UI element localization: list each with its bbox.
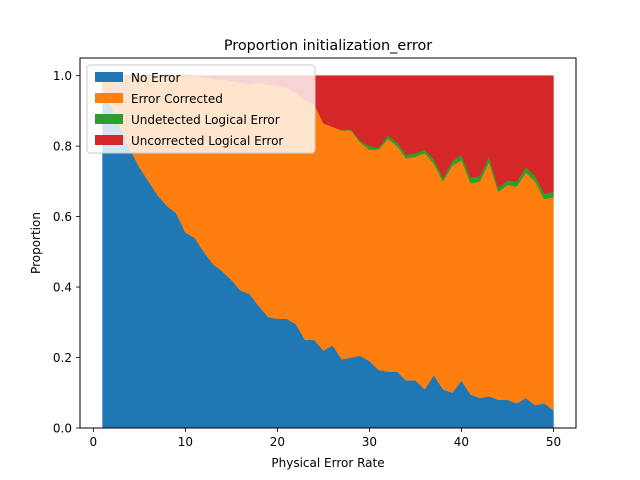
- y-axis-label: Proportion: [29, 212, 43, 274]
- legend-swatch: [95, 72, 123, 82]
- legend: No Error Error Corrected Undetected Logica…: [86, 64, 316, 154]
- x-tick-label: 20: [270, 435, 285, 449]
- chart-title: Proportion initialization_error: [224, 38, 432, 54]
- legend-label: Undetected Logical Error: [131, 113, 280, 127]
- x-axis-label: Physical Error Rate: [271, 456, 384, 470]
- legend-swatch: [95, 114, 123, 124]
- x-tick-label: 50: [546, 435, 561, 449]
- y-tick-label: 0.4: [53, 281, 72, 295]
- legend-swatch: [95, 135, 123, 145]
- y-tick-label: 0.8: [53, 140, 72, 154]
- legend-label: No Error: [131, 71, 180, 85]
- x-axis: 0 10 20 30 40 50: [90, 428, 561, 449]
- y-axis: 0.0 0.2 0.4 0.6 0.8 1.0: [53, 69, 80, 436]
- legend-label: Uncorrected Logical Error: [131, 134, 283, 148]
- y-tick-label: 0.2: [53, 351, 72, 365]
- x-tick-label: 0: [90, 435, 98, 449]
- y-tick-label: 1.0: [53, 69, 72, 83]
- legend-label: Error Corrected: [131, 92, 223, 106]
- x-tick-label: 30: [362, 435, 377, 449]
- y-tick-label: 0.6: [53, 210, 72, 224]
- x-tick-label: 40: [454, 435, 469, 449]
- y-tick-label: 0.0: [53, 422, 72, 436]
- legend-box: [86, 64, 316, 154]
- legend-swatch: [95, 93, 123, 103]
- x-tick-label: 10: [178, 435, 193, 449]
- plot-frame: [79, 57, 577, 429]
